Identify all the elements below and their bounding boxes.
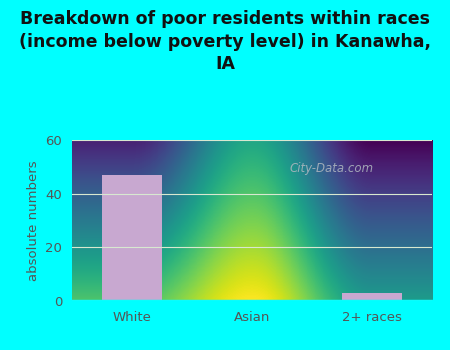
Text: Breakdown of poor residents within races
(income below poverty level) in Kanawha: Breakdown of poor residents within races…: [19, 10, 431, 73]
Bar: [342, 293, 402, 301]
Y-axis label: absolute numbers: absolute numbers: [27, 160, 40, 281]
Text: City-Data.com: City-Data.com: [289, 162, 373, 175]
Bar: [102, 175, 162, 301]
